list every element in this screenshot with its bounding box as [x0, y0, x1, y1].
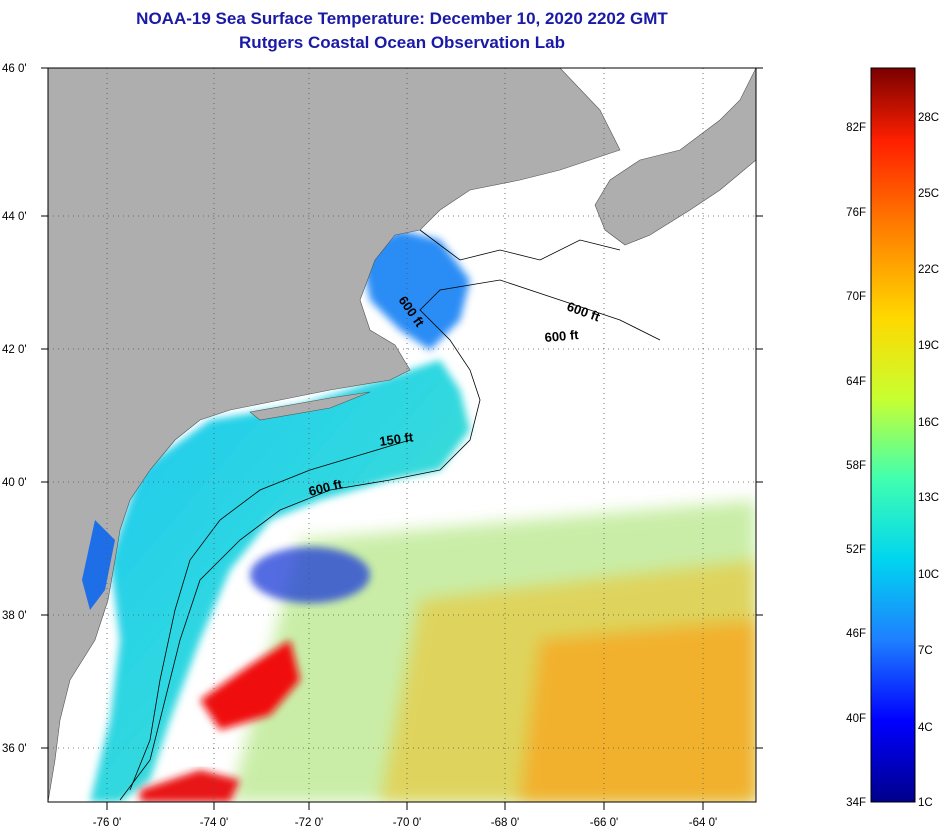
- grid-lines: [48, 68, 756, 802]
- colorbar-f-label: 64F: [846, 376, 866, 388]
- temperature-colorbar: 82F 76F 70F 64F 58F 52F 46F 40F 34F 28C …: [846, 67, 939, 809]
- lon-label: -68 0': [491, 817, 519, 829]
- lon-label: -70 0': [393, 817, 421, 829]
- colorbar-scale: [870, 67, 916, 803]
- colorbar-f-label: 70F: [846, 291, 866, 303]
- longitude-labels: -76 0' -74 0' -72 0' -70 0' -68 0' -66 0…: [93, 817, 717, 829]
- lat-label: 44 0': [2, 211, 27, 223]
- map-subtitle: Rutgers Coastal Ocean Observation Lab: [239, 33, 565, 52]
- colorbar-f-label: 34F: [846, 797, 866, 809]
- colorbar-c-label: 4C: [918, 722, 933, 734]
- lat-label: 46 0': [2, 63, 27, 75]
- map-title: NOAA-19 Sea Surface Temperature: Decembe…: [136, 9, 668, 28]
- map-area: [48, 68, 756, 802]
- latitude-labels: 46 0' 44 0' 42 0' 40 0' 38 0' 36 0': [2, 63, 27, 755]
- land-us: [48, 68, 621, 802]
- shelf-water: [90, 360, 470, 802]
- lon-label: -64 0': [689, 817, 717, 829]
- colorbar-c-label: 28C: [918, 112, 939, 124]
- colorbar-c-label: 1C: [918, 797, 933, 809]
- colorbar-c-label: 10C: [918, 569, 939, 581]
- warm-water-south: [140, 770, 240, 802]
- colorbar-c-label: 7C: [918, 645, 933, 657]
- gulf-of-maine-water: [360, 230, 470, 350]
- colorbar-f-label: 40F: [846, 713, 866, 725]
- contour-label: 150 ft: [378, 429, 414, 449]
- contour-label: 600 ft: [544, 327, 580, 345]
- lat-label: 36 0': [2, 743, 27, 755]
- lon-label: -76 0': [93, 817, 121, 829]
- chesapeake-bay: [82, 520, 115, 610]
- lat-label: 40 0': [2, 477, 27, 489]
- land-nova-scotia: [594, 68, 756, 246]
- colorbar-c-label: 13C: [918, 492, 939, 504]
- lon-label: -66 0': [590, 817, 618, 829]
- lon-label: -72 0': [295, 817, 323, 829]
- colorbar-c-label: 19C: [918, 340, 939, 352]
- gulf-stream-core: [200, 640, 300, 730]
- lat-label: 38 0': [2, 610, 27, 622]
- bathymetry-contours: [119, 229, 661, 801]
- colorbar-f-label: 82F: [846, 122, 866, 134]
- cold-eddy: [250, 547, 370, 603]
- long-island: [249, 391, 371, 421]
- colorbar-f-label: 58F: [846, 460, 866, 472]
- lat-label: 42 0': [2, 344, 27, 356]
- map-frame: [47, 67, 757, 803]
- colorbar-f-label: 46F: [846, 628, 866, 640]
- offshore-sst: [230, 500, 756, 802]
- colorbar-c-label: 16C: [918, 417, 939, 429]
- colorbar-f-label: 76F: [846, 207, 866, 219]
- colorbar-c-label: 25C: [918, 188, 939, 200]
- colorbar-c-label: 22C: [918, 264, 939, 276]
- tick-marks: [41, 67, 763, 810]
- colorbar-f-label: 52F: [846, 544, 866, 556]
- lon-label: -74 0': [200, 817, 228, 829]
